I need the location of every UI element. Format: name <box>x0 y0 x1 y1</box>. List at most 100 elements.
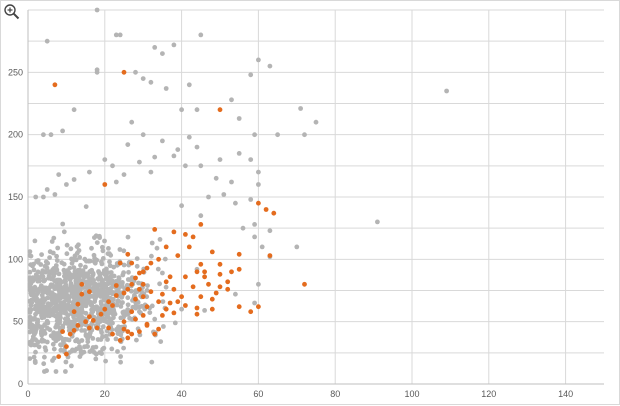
data-point-gray <box>64 242 70 248</box>
data-point-gray <box>73 338 78 344</box>
data-point-orange <box>67 331 73 337</box>
data-point-gray <box>248 197 254 202</box>
data-point-orange <box>129 331 135 337</box>
data-point-orange <box>171 286 177 292</box>
data-point-orange <box>98 311 104 317</box>
data-point-orange <box>194 311 200 317</box>
data-point-orange <box>106 299 111 305</box>
data-point-orange <box>156 326 162 332</box>
data-point-gray <box>117 325 123 330</box>
data-point-orange <box>179 294 185 300</box>
data-point-gray <box>105 251 111 257</box>
data-point-gray <box>58 342 63 348</box>
data-point-gray <box>100 244 105 250</box>
data-point-gray <box>154 245 160 251</box>
data-point-orange <box>140 294 146 300</box>
data-point-gray <box>162 256 168 262</box>
data-point-gray <box>87 330 93 336</box>
data-point-gray <box>94 7 100 13</box>
data-point-gray <box>54 306 59 311</box>
data-point-gray <box>101 345 107 351</box>
data-point-orange <box>79 291 85 297</box>
data-point-gray <box>152 154 158 160</box>
data-point-orange <box>90 318 96 323</box>
data-point-gray <box>54 258 60 263</box>
data-point-gray <box>44 339 50 345</box>
x-tick-label: 100 <box>404 389 419 399</box>
data-point-orange <box>183 274 188 280</box>
data-point-gray <box>97 274 103 279</box>
data-point-gray <box>101 293 107 299</box>
data-point-gray <box>45 313 50 318</box>
data-point-orange <box>87 289 92 295</box>
data-point-gray <box>77 287 82 292</box>
data-point-gray <box>31 354 37 360</box>
data-point-gray <box>51 346 57 352</box>
data-point-gray <box>93 356 99 362</box>
data-point-gray <box>35 287 41 292</box>
data-point-gray <box>62 278 68 284</box>
data-point-gray <box>83 303 89 309</box>
data-point-gray <box>55 336 61 342</box>
data-point-gray <box>252 222 257 227</box>
y-tick-label: 100 <box>8 254 23 264</box>
data-point-gray <box>252 234 257 240</box>
data-point-orange <box>194 269 200 275</box>
y-tick-label: 50 <box>13 317 23 327</box>
data-point-gray <box>133 303 139 309</box>
data-point-orange <box>198 261 204 267</box>
data-point-gray <box>248 157 254 163</box>
data-point-gray <box>94 240 100 246</box>
data-point-gray <box>78 262 83 268</box>
data-point-gray <box>117 290 123 296</box>
data-point-gray <box>53 369 59 374</box>
data-point-gray <box>175 147 181 153</box>
data-point-gray <box>121 172 127 178</box>
data-point-orange <box>125 251 131 257</box>
data-point-orange <box>186 244 192 250</box>
data-point-gray <box>136 304 142 310</box>
data-point-gray <box>36 308 42 314</box>
data-point-gray <box>135 300 141 305</box>
data-point-gray <box>66 299 72 304</box>
data-point-gray <box>248 72 254 78</box>
data-point-orange <box>144 304 150 310</box>
data-point-orange <box>217 284 223 290</box>
data-point-orange <box>87 325 92 331</box>
data-point-gray <box>183 163 188 169</box>
data-point-gray <box>186 134 192 140</box>
data-point-orange <box>152 331 158 337</box>
data-point-gray <box>71 314 76 320</box>
data-point-gray <box>45 260 51 266</box>
data-point-gray <box>100 248 106 254</box>
data-point-gray <box>35 319 40 325</box>
data-point-gray <box>104 266 109 272</box>
data-point-gray <box>64 288 70 294</box>
data-point-gray <box>100 256 106 261</box>
data-point-gray <box>49 284 55 289</box>
zoom-in-icon[interactable] <box>3 3 21 21</box>
data-point-gray <box>144 294 150 300</box>
data-point-orange <box>236 266 242 272</box>
data-point-gray <box>172 320 178 326</box>
y-tick-label: 250 <box>8 67 23 77</box>
data-point-gray <box>27 283 33 289</box>
data-point-gray <box>30 316 36 322</box>
data-point-gray <box>83 204 89 210</box>
data-point-orange <box>267 253 273 258</box>
data-point-orange <box>144 321 150 327</box>
data-point-orange <box>129 281 135 287</box>
data-point-orange <box>156 256 162 262</box>
data-point-orange <box>229 269 234 275</box>
data-point-orange <box>202 269 208 275</box>
data-point-orange <box>140 269 146 275</box>
data-point-orange <box>148 260 154 266</box>
data-point-orange <box>160 291 165 297</box>
data-point-orange <box>263 207 269 212</box>
data-point-gray <box>43 285 49 291</box>
data-point-gray <box>57 304 63 310</box>
data-point-gray <box>125 234 131 240</box>
x-tick-label: 120 <box>481 389 496 399</box>
data-point-orange <box>79 281 85 287</box>
data-point-gray <box>115 298 120 304</box>
